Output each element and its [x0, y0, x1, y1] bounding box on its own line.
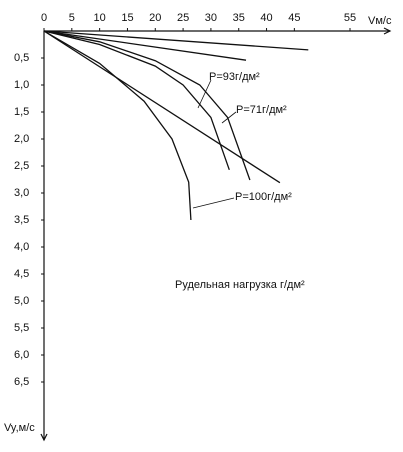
- y-tick-label: 5,5: [14, 322, 29, 334]
- curve: [43, 30, 251, 181]
- x-tick-label: 25: [177, 12, 189, 24]
- curve: [43, 30, 192, 221]
- x-axis-arrow: [383, 27, 392, 35]
- y-tick-label: 4,5: [14, 268, 29, 280]
- x-tick-label: 40: [260, 12, 272, 24]
- y-tick-label: 3,0: [14, 187, 29, 199]
- x-tick-label: 20: [149, 12, 161, 24]
- curve: [43, 30, 309, 51]
- x-axis-label: Vм/с: [368, 15, 392, 27]
- x-tick-label: 15: [121, 12, 133, 24]
- x-tick-label: 30: [205, 12, 217, 24]
- curve: [43, 30, 230, 171]
- leader-line: [197, 79, 212, 109]
- x-tick-label: 35: [233, 12, 245, 24]
- x-tick-label: 55: [344, 12, 356, 24]
- x-tick-label: 10: [94, 12, 106, 24]
- y-tick-label: 4,0: [14, 241, 29, 253]
- curve: [43, 30, 247, 61]
- x-tick-label: 5: [69, 12, 75, 24]
- y-tick-label: 2,0: [14, 133, 29, 145]
- y-axis-label: Vy,м/с: [4, 422, 35, 434]
- curve: [43, 30, 281, 184]
- y-axis-arrow: [40, 433, 48, 442]
- y-tick-label: 1,5: [14, 106, 29, 118]
- annotation: Рудельная нагрузка г/дм²: [175, 279, 305, 291]
- y-tick-label: 5,0: [14, 295, 29, 307]
- y-tick-label: 1,0: [14, 79, 29, 91]
- annotation: P=100г/дм²: [235, 191, 292, 203]
- x-tick-label: 0: [41, 12, 47, 24]
- y-tick-label: 3,5: [14, 214, 29, 226]
- y-tick-label: 6,5: [14, 376, 29, 388]
- y-tick-label: 0,5: [14, 52, 29, 64]
- leader-line: [192, 197, 235, 209]
- annotation: P=71г/дм²: [236, 104, 287, 116]
- leader-line: [221, 111, 237, 124]
- annotation: P=93г/дм²: [209, 71, 260, 83]
- y-tick-label: 6,0: [14, 349, 29, 361]
- y-tick-label: 2,5: [14, 160, 29, 172]
- x-tick-label: 45: [288, 12, 300, 24]
